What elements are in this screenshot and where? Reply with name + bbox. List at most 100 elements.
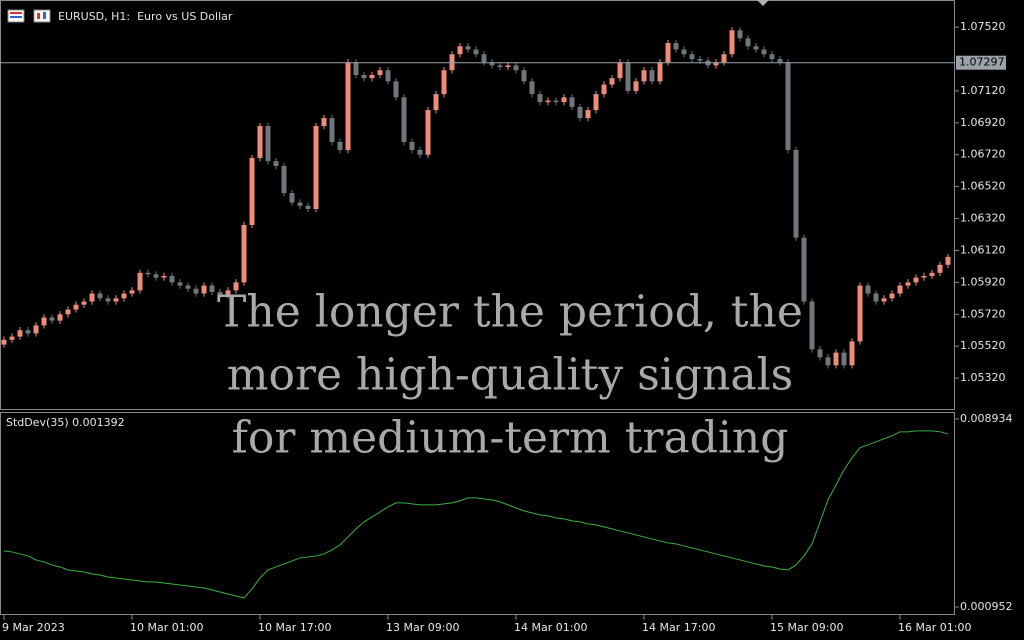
candle-body xyxy=(593,94,599,111)
x-tick-label: 10 Mar 01:00 xyxy=(130,621,203,634)
candle-body xyxy=(353,62,359,75)
candle-body xyxy=(537,94,543,103)
candle-body xyxy=(153,274,159,278)
candle-body xyxy=(569,97,575,107)
candle-body xyxy=(929,272,935,276)
icon xyxy=(10,12,22,14)
candle-body xyxy=(257,126,263,158)
price-panel-frame xyxy=(0,0,955,410)
candle-body xyxy=(105,298,111,302)
candle-body xyxy=(305,205,311,209)
candle-body xyxy=(849,341,855,366)
x-tick-label: 15 Mar 09:00 xyxy=(770,621,843,634)
y-tick-label: 1.05920 xyxy=(960,275,1006,288)
candle-body xyxy=(1,339,7,345)
candle-body xyxy=(841,352,847,366)
candle-body xyxy=(177,282,183,286)
y-tick-label: 1.06720 xyxy=(960,148,1006,161)
candle-body xyxy=(561,97,567,103)
candle-body xyxy=(777,59,783,63)
candle-body xyxy=(609,78,615,85)
candle-body xyxy=(617,62,623,79)
candle-body xyxy=(73,304,79,310)
candle-body xyxy=(161,275,167,278)
candle-body xyxy=(721,54,727,63)
candle-body xyxy=(857,285,863,342)
y-tick-label: 1.07120 xyxy=(960,84,1006,97)
symbol-icons xyxy=(7,9,51,23)
candle-body xyxy=(457,46,463,55)
candle-body xyxy=(297,202,303,206)
candle-body xyxy=(601,84,607,95)
candle-body xyxy=(193,288,199,294)
y2-tick-label: 0.000952 xyxy=(960,600,1013,613)
candle-body xyxy=(585,110,591,119)
candle-body xyxy=(697,59,703,61)
candle-body xyxy=(641,70,647,82)
candle-body xyxy=(913,277,919,283)
candle-body xyxy=(401,97,407,142)
candle-body xyxy=(713,62,719,66)
candle-body xyxy=(745,38,751,47)
candle-body xyxy=(89,293,95,302)
y2-tick-label: 0.008934 xyxy=(960,412,1013,425)
candle-body xyxy=(425,110,431,155)
candle-body xyxy=(633,81,639,91)
candle-body xyxy=(881,298,887,302)
candle-body xyxy=(169,275,175,283)
candle-body xyxy=(265,126,271,162)
y-tick-label: 1.05720 xyxy=(960,307,1006,320)
candle-body xyxy=(889,293,895,299)
candle-body xyxy=(25,330,31,334)
candle-body xyxy=(825,357,831,366)
candle-body xyxy=(545,100,551,103)
icon xyxy=(10,16,22,18)
annotation-text: for medium-term trading xyxy=(232,413,789,464)
candle-body xyxy=(673,43,679,50)
candle-body xyxy=(65,309,71,315)
y-tick-label: 1.06320 xyxy=(960,212,1006,225)
candle-body xyxy=(417,149,423,155)
candle-body xyxy=(873,293,879,302)
candle-body xyxy=(761,49,767,55)
candle-body xyxy=(529,81,535,95)
candle-body xyxy=(553,100,559,103)
current-price-label: 1.07297 xyxy=(959,56,1005,69)
x-tick-label: 10 Mar 17:00 xyxy=(258,621,331,634)
candle-body xyxy=(937,264,943,273)
candle-body xyxy=(145,272,151,275)
candle-body xyxy=(409,141,415,150)
current-price-box xyxy=(956,55,1006,70)
icon xyxy=(33,9,51,23)
icon xyxy=(43,12,46,19)
y-tick-label: 1.07520 xyxy=(960,20,1006,33)
candle-body xyxy=(33,325,39,334)
indicator-line xyxy=(3,430,949,599)
candle-body xyxy=(521,70,527,82)
candle-body xyxy=(49,317,55,321)
period-marker xyxy=(757,0,769,6)
candle-body xyxy=(801,237,807,302)
candle-body xyxy=(921,275,927,278)
candle-body xyxy=(737,30,743,39)
candle-body xyxy=(753,46,759,50)
candle-body xyxy=(361,74,367,79)
candle-body xyxy=(289,193,295,203)
candle-body xyxy=(577,106,583,119)
candle-body xyxy=(393,81,399,98)
candle-body xyxy=(513,65,519,71)
candle-body xyxy=(785,62,791,150)
x-tick-label: 14 Mar 01:00 xyxy=(514,621,587,634)
candle-body xyxy=(945,256,951,265)
x-tick-label: 13 Mar 09:00 xyxy=(386,621,459,634)
candle-body xyxy=(9,336,15,340)
candle-body xyxy=(185,285,191,289)
candle-body xyxy=(505,65,511,68)
y-tick-label: 1.05320 xyxy=(960,371,1006,384)
candle-body xyxy=(129,290,135,294)
x-tick-label: 16 Mar 01:00 xyxy=(898,621,971,634)
candle-body xyxy=(729,30,735,55)
candle-body xyxy=(281,165,287,194)
